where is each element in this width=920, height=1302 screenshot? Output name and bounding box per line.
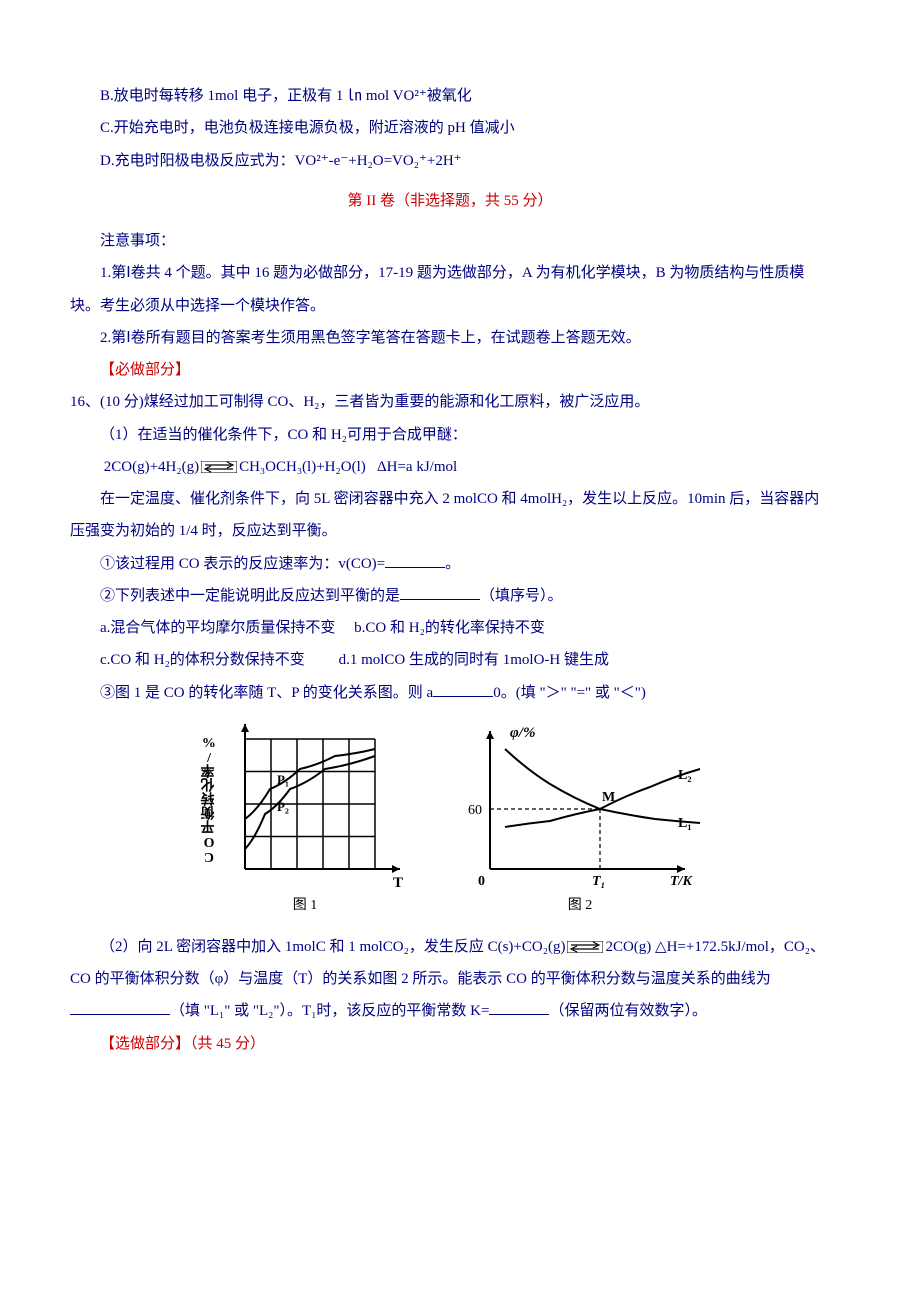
blank-curve[interactable]: [70, 1014, 170, 1015]
q16-p1-q3: ③图 1 是 CO 的转化率随 T、P 的变化关系图。则 a 0。(填 "＞" "…: [70, 677, 830, 709]
chart-1: P₂ P₁ T CO平衡转化率/%: [195, 719, 415, 889]
eq1-left: 2CO(g)+4H₂(g): [100, 459, 199, 475]
blank-a-compare[interactable]: [433, 696, 493, 697]
option-c: C.开始充电时，电池负极连接电源负极，附近溶液的 pH 值减小: [70, 112, 830, 144]
option-b: B.放电时每转移 1mol 电子，正极有 1 ㏑ mol VO²⁺被氧化: [70, 80, 830, 112]
q16-p1-q2-tail: （填序号）。: [480, 588, 563, 604]
q16-p1-q3-text: ③图 1 是 CO 的转化率随 T、P 的变化关系图。则 a: [100, 685, 433, 701]
svg-text:T: T: [393, 875, 403, 889]
svg-text:P₂: P₂: [277, 799, 289, 814]
notice-line-1: 1.第Ⅰ卷共 4 个题。其中 16 题为必做部分，17-19 题为选做部分，A …: [70, 257, 830, 322]
q16-header: 16、(10 分)煤经过加工可制得 CO、H₂，三者皆为重要的能源和化工原料，被…: [70, 386, 830, 418]
q16-p1-q1-text: ①该过程用 CO 表示的反应速率为：v(CO)=: [100, 556, 385, 572]
svg-text:T/K: T/K: [670, 874, 693, 889]
chart-2-caption: 图 2: [568, 891, 593, 921]
optional-section-label: 【选做部分】（共 45 分）: [70, 1028, 830, 1060]
q16-p1-conditions: 在一定温度、催化剂条件下，向 5L 密闭容器中充入 2 molCO 和 4mol…: [70, 483, 830, 548]
q16-p1-q2-text: ②下列表述中一定能说明此反应达到平衡的是: [100, 588, 400, 604]
svg-text:M: M: [602, 790, 615, 805]
svg-text:0: 0: [478, 874, 485, 889]
blank-equilibrium[interactable]: [400, 599, 480, 600]
option-d: D.充电时阳极电极反应式为：VO²⁺-e⁻+H₂O=VO₂⁺+2H⁺: [70, 145, 830, 177]
blank-vco[interactable]: [385, 567, 445, 568]
svg-text:T₁: T₁: [592, 874, 605, 889]
q16-p2-d: （保留两位有效数字）。: [549, 1003, 707, 1019]
svg-text:CO平衡转化率/%: CO平衡转化率/%: [201, 734, 217, 864]
chart-2: 60 0 T₁ T/K φ/% M L₁ L₂: [455, 719, 705, 889]
q16-p1-q1-tail: 。: [445, 556, 460, 572]
opt-b: b.CO 和 H₂的转化率保持不变: [354, 620, 545, 636]
equilibrium-arrow-icon: [567, 941, 603, 953]
charts-row: P₂ P₁ T CO平衡转化率/% 图 1 60 0 T₁ T/K φ/% M L₁ L₂ 图 2: [70, 719, 830, 921]
svg-text:P₁: P₁: [277, 772, 289, 787]
opt-a: a.混合气体的平均摩尔质量保持不变: [100, 620, 335, 636]
blank-k[interactable]: [489, 1014, 549, 1015]
eq1-right: CH₃OCH₃(l)+H₂O(l) ΔH=a kJ/mol: [239, 459, 457, 475]
q16-p2-a: （2）向 2L 密闭容器中加入 1molC 和 1 molCO₂，发生反应 C(…: [100, 939, 565, 955]
q16-p1-intro: （1）在适当的催化条件下，CO 和 H₂可用于合成甲醚：: [70, 419, 830, 451]
svg-text:L₂: L₂: [678, 768, 692, 783]
section-2-title: 第 II 卷（非选择题，共 55 分）: [70, 185, 830, 217]
q16-p2-c: （填 "L₁" 或 "L₂"）。T₁时，该反应的平衡常数 K=: [170, 1003, 489, 1019]
svg-text:φ/%: φ/%: [510, 725, 535, 741]
q16-p1-q1: ①该过程用 CO 表示的反应速率为：v(CO)= 。: [70, 548, 830, 580]
svg-text:60: 60: [468, 803, 482, 818]
q16-options-ab: a.混合气体的平均摩尔质量保持不变 b.CO 和 H₂的转化率保持不变: [70, 612, 830, 644]
equilibrium-arrow-icon: [201, 461, 237, 473]
notice-heading: 注意事项：: [70, 225, 830, 257]
chart-1-box: P₂ P₁ T CO平衡转化率/% 图 1: [195, 719, 415, 921]
q16-p1-q3-tail: 0。(填 "＞" "=" 或 "＜"): [493, 685, 646, 701]
opt-c: c.CO 和 H₂的体积分数保持不变: [100, 652, 305, 668]
svg-text:L₁: L₁: [678, 816, 692, 831]
q16-options-cd: c.CO 和 H₂的体积分数保持不变 d.1 molCO 生成的同时有 1mol…: [70, 644, 830, 676]
chart-1-caption: 图 1: [293, 891, 318, 921]
required-section-label: 【必做部分】: [70, 354, 830, 386]
q16-p1-q2: ②下列表述中一定能说明此反应达到平衡的是 （填序号）。: [70, 580, 830, 612]
opt-d: d.1 molCO 生成的同时有 1molO-H 键生成: [339, 652, 609, 668]
q16-p2: （2）向 2L 密闭容器中加入 1molC 和 1 molCO₂，发生反应 C(…: [70, 931, 830, 1028]
chart-2-box: 60 0 T₁ T/K φ/% M L₁ L₂ 图 2: [455, 719, 705, 921]
q16-equation-1: 2CO(g)+4H₂(g) CH₃OCH₃(l)+H₂O(l) ΔH=a kJ/…: [70, 451, 830, 483]
notice-line-2: 2.第Ⅰ卷所有题目的答案考生须用黑色签字笔答在答题卡上，在试题卷上答题无效。: [70, 322, 830, 354]
